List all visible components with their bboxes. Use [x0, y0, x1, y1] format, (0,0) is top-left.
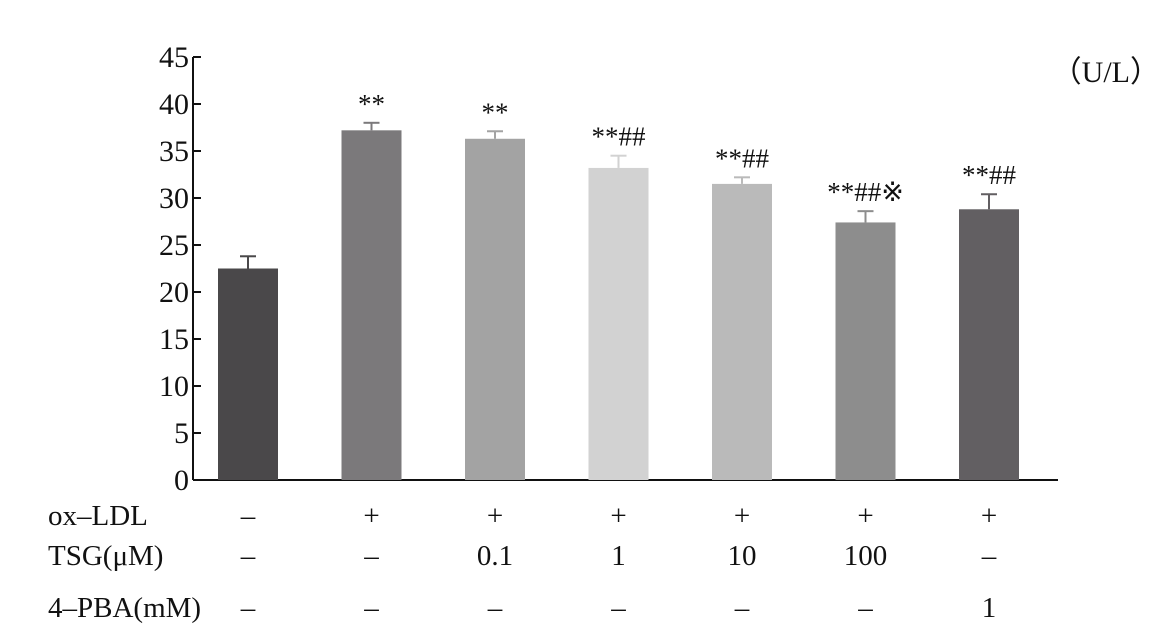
table-row-label: ox–LDL	[48, 500, 148, 532]
table-cell: –	[734, 592, 750, 624]
table-cell: +	[981, 500, 997, 532]
bar	[588, 167, 649, 481]
condition-table: ox–LDL – + + + + + + TSG(μM) – – 0.1 1 10 100 – 4–PBA(mM…	[48, 500, 997, 624]
table-row-label: TSG(μM)	[48, 540, 163, 572]
y-tick-label: 15	[159, 323, 189, 356]
table-row-label: 4–PBA(mM)	[48, 592, 201, 624]
bar	[341, 130, 402, 480]
table-cell: +	[363, 500, 379, 532]
bar	[835, 222, 896, 480]
y-tick-label: 30	[159, 182, 189, 215]
y-tick-label: 25	[159, 229, 189, 262]
table-cell: –	[240, 500, 256, 532]
bars-group	[218, 130, 1019, 481]
bar	[465, 138, 525, 480]
y-tick-label: 10	[159, 370, 189, 403]
significance-labels-group: ** ** **## **## **##※ **##	[358, 89, 1017, 207]
bar	[712, 183, 772, 480]
table-cell: –	[363, 592, 379, 624]
table-cell: +	[734, 500, 750, 532]
table-cell: +	[610, 500, 626, 532]
table-cell: +	[857, 500, 873, 532]
table-cell: 10	[728, 540, 757, 572]
table-cell: 0.1	[477, 540, 513, 572]
table-cell: +	[487, 500, 503, 532]
y-tick-label: 40	[159, 88, 189, 121]
table-cell: –	[857, 592, 873, 624]
y-tick-label: 35	[159, 135, 189, 168]
table-cell: –	[240, 592, 256, 624]
error-bars-group	[240, 121, 997, 269]
y-tick-label: 5	[174, 417, 189, 450]
table-cell: –	[610, 592, 626, 624]
y-tick-label: 0	[174, 464, 189, 497]
table-cell: 1	[982, 592, 997, 624]
table-cell: –	[363, 540, 379, 572]
y-axis: 0 5 10 15 20 25 30 35 40 45	[159, 41, 201, 497]
significance-label: **	[482, 97, 509, 127]
table-cell: –	[240, 540, 256, 572]
significance-label: **##	[592, 122, 647, 152]
bar	[959, 209, 1019, 480]
significance-label: **##※	[827, 177, 904, 207]
y-tick-label: 20	[159, 276, 189, 309]
table-cell: –	[487, 592, 503, 624]
bar	[218, 268, 278, 480]
significance-label: **##	[962, 160, 1017, 190]
table-cell: 1	[611, 540, 626, 572]
y-tick-label: 45	[159, 41, 189, 74]
significance-label: **##	[715, 143, 770, 173]
table-cell: 100	[844, 540, 888, 572]
unit-label: （U/L）	[1052, 56, 1160, 89]
significance-label: **	[358, 89, 385, 119]
table-cell: –	[981, 540, 997, 572]
